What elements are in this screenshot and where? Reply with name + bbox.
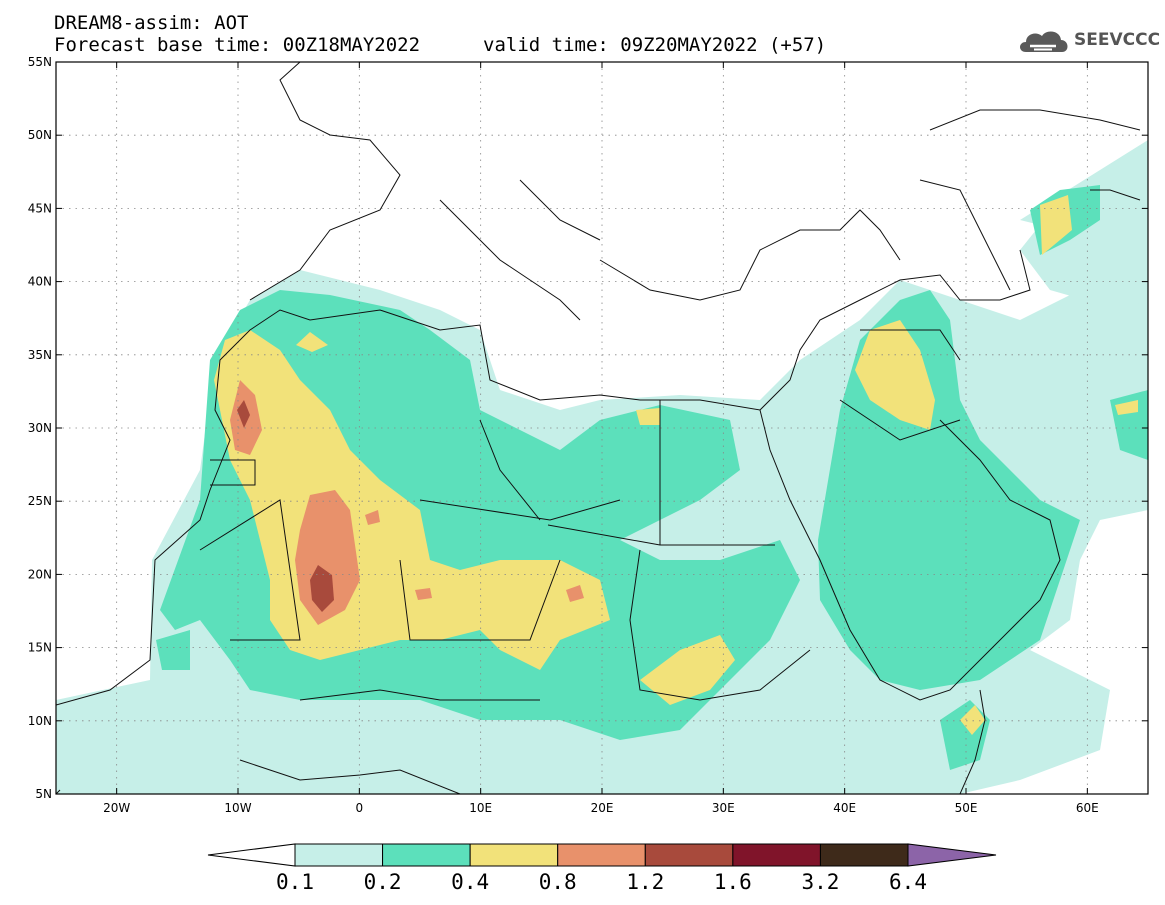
colorbar-label: 0.8	[538, 870, 577, 894]
colorbar-under-triangle	[207, 843, 296, 867]
colorbar-label: 3.2	[801, 870, 840, 894]
lat-tick-label: 5N	[35, 787, 52, 801]
colorbar-segment	[644, 843, 734, 867]
lon-tick-label: 10E	[469, 801, 492, 815]
colorbar-segment	[732, 843, 821, 867]
lat-tick-label: 35N	[28, 348, 52, 362]
coastlines	[56, 62, 1141, 794]
latitude-axis: 5N 10N 15N 20N 25N 30N 35N 40N 45N 50N 55N	[28, 55, 1148, 801]
colorbar-segment	[819, 843, 909, 867]
colorbar-labels: 0.1 0.2 0.4 0.8 1.2 1.6 3.2 6.4	[0, 870, 1165, 894]
lon-tick-label: 10W	[224, 801, 251, 815]
colorbar-label: 0.1	[276, 870, 314, 894]
forecast-base-time: Forecast base time: 00Z18MAY2022	[54, 34, 421, 56]
lon-tick-label: 20W	[103, 801, 130, 815]
lat-tick-label: 40N	[28, 275, 52, 289]
lat-tick-label: 10N	[28, 714, 52, 728]
colorbar-label: 0.2	[363, 870, 402, 894]
lat-tick-label: 15N	[28, 641, 52, 655]
colorbar-segment	[382, 843, 471, 867]
aot-band-1.2	[237, 400, 334, 612]
lat-tick-label: 50N	[28, 128, 52, 142]
colorbar-over-triangle	[907, 843, 997, 867]
colorbar-segment	[294, 843, 384, 867]
lon-tick-label: 40E	[833, 801, 856, 815]
colorbar-label: 1.6	[713, 870, 752, 894]
colorbar-label: 1.2	[626, 870, 665, 894]
longitude-axis: 20W 10W 0 10E 20E 30E 40E 50E 60E	[103, 62, 1099, 815]
lon-tick-label: 30E	[712, 801, 735, 815]
lon-tick-label: 20E	[591, 801, 614, 815]
valid-time: valid time: 09Z20MAY2022 (+57)	[483, 34, 827, 56]
cloud-icon	[1020, 31, 1068, 52]
lon-tick-label: 50E	[955, 801, 978, 815]
seevccc-logo: SEEVCCC	[1016, 26, 1160, 56]
lon-tick-label: 60E	[1076, 801, 1099, 815]
lat-tick-label: 55N	[28, 55, 52, 69]
plot-title: DREAM8-assim: AOT	[54, 12, 249, 34]
aot-field	[56, 140, 1148, 794]
colorbar-label: 6.4	[889, 870, 927, 894]
map-grid	[56, 62, 1148, 794]
colorbar-segment	[557, 843, 646, 867]
logo-text: SEEVCCC	[1074, 30, 1161, 50]
colorbar	[207, 843, 997, 867]
lon-tick-label: 0	[356, 801, 364, 815]
colorbar-label: 0.4	[451, 870, 490, 894]
lat-tick-label: 20N	[28, 567, 52, 581]
lat-tick-label: 45N	[28, 201, 52, 215]
colorbar-segment	[469, 843, 559, 867]
lat-tick-label: 30N	[28, 421, 52, 435]
lat-tick-label: 25N	[28, 494, 52, 508]
